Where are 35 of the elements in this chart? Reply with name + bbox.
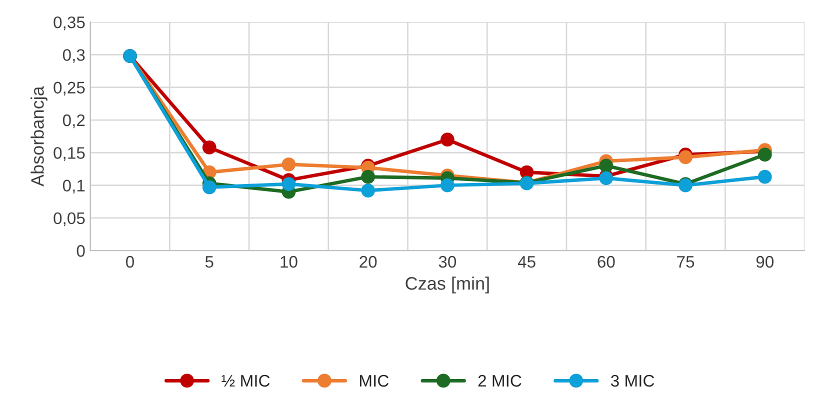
y-tick-label: 0,3: [62, 49, 85, 63]
y-tick-label: 0,1: [62, 180, 85, 194]
x-tick-label: 45: [518, 256, 536, 268]
y-tick-label: 0,2: [62, 114, 85, 128]
point: [282, 177, 296, 191]
point: [440, 132, 454, 147]
y-tick-label: 0,25: [54, 82, 85, 96]
point: [758, 170, 772, 184]
y-tick-label: 0,35: [54, 16, 85, 30]
y-tick-label: 0,15: [54, 147, 85, 161]
legend-label: ½ MIC: [222, 374, 270, 387]
x-tick-label: 0: [126, 256, 134, 268]
legend-label: 2 MIC: [478, 374, 522, 387]
x-tick-label: 20: [360, 256, 377, 268]
x-tick-label: 75: [677, 256, 694, 268]
x-tick-label: 60: [598, 256, 615, 268]
x-tick-label: 10: [280, 256, 298, 268]
point: [361, 170, 376, 184]
point: [202, 140, 216, 154]
point: [202, 180, 216, 194]
x-tick-label: 90: [756, 256, 774, 268]
x-axis-title: Czas [min]: [406, 276, 489, 294]
point: [758, 148, 772, 162]
point: [678, 150, 692, 164]
legend-label: 3 MIC: [610, 374, 654, 387]
y-tick-label: 0: [76, 245, 85, 257]
y-tick-label: 0,05: [54, 212, 85, 226]
point: [361, 184, 376, 198]
y-axis-title: Absorbancja: [30, 86, 48, 186]
point: [440, 178, 454, 192]
x-tick-label: 5: [205, 256, 214, 268]
point: [599, 158, 614, 173]
x-tick-label: 30: [438, 256, 456, 268]
legend-label: MIC: [360, 374, 389, 387]
point: [282, 157, 296, 172]
